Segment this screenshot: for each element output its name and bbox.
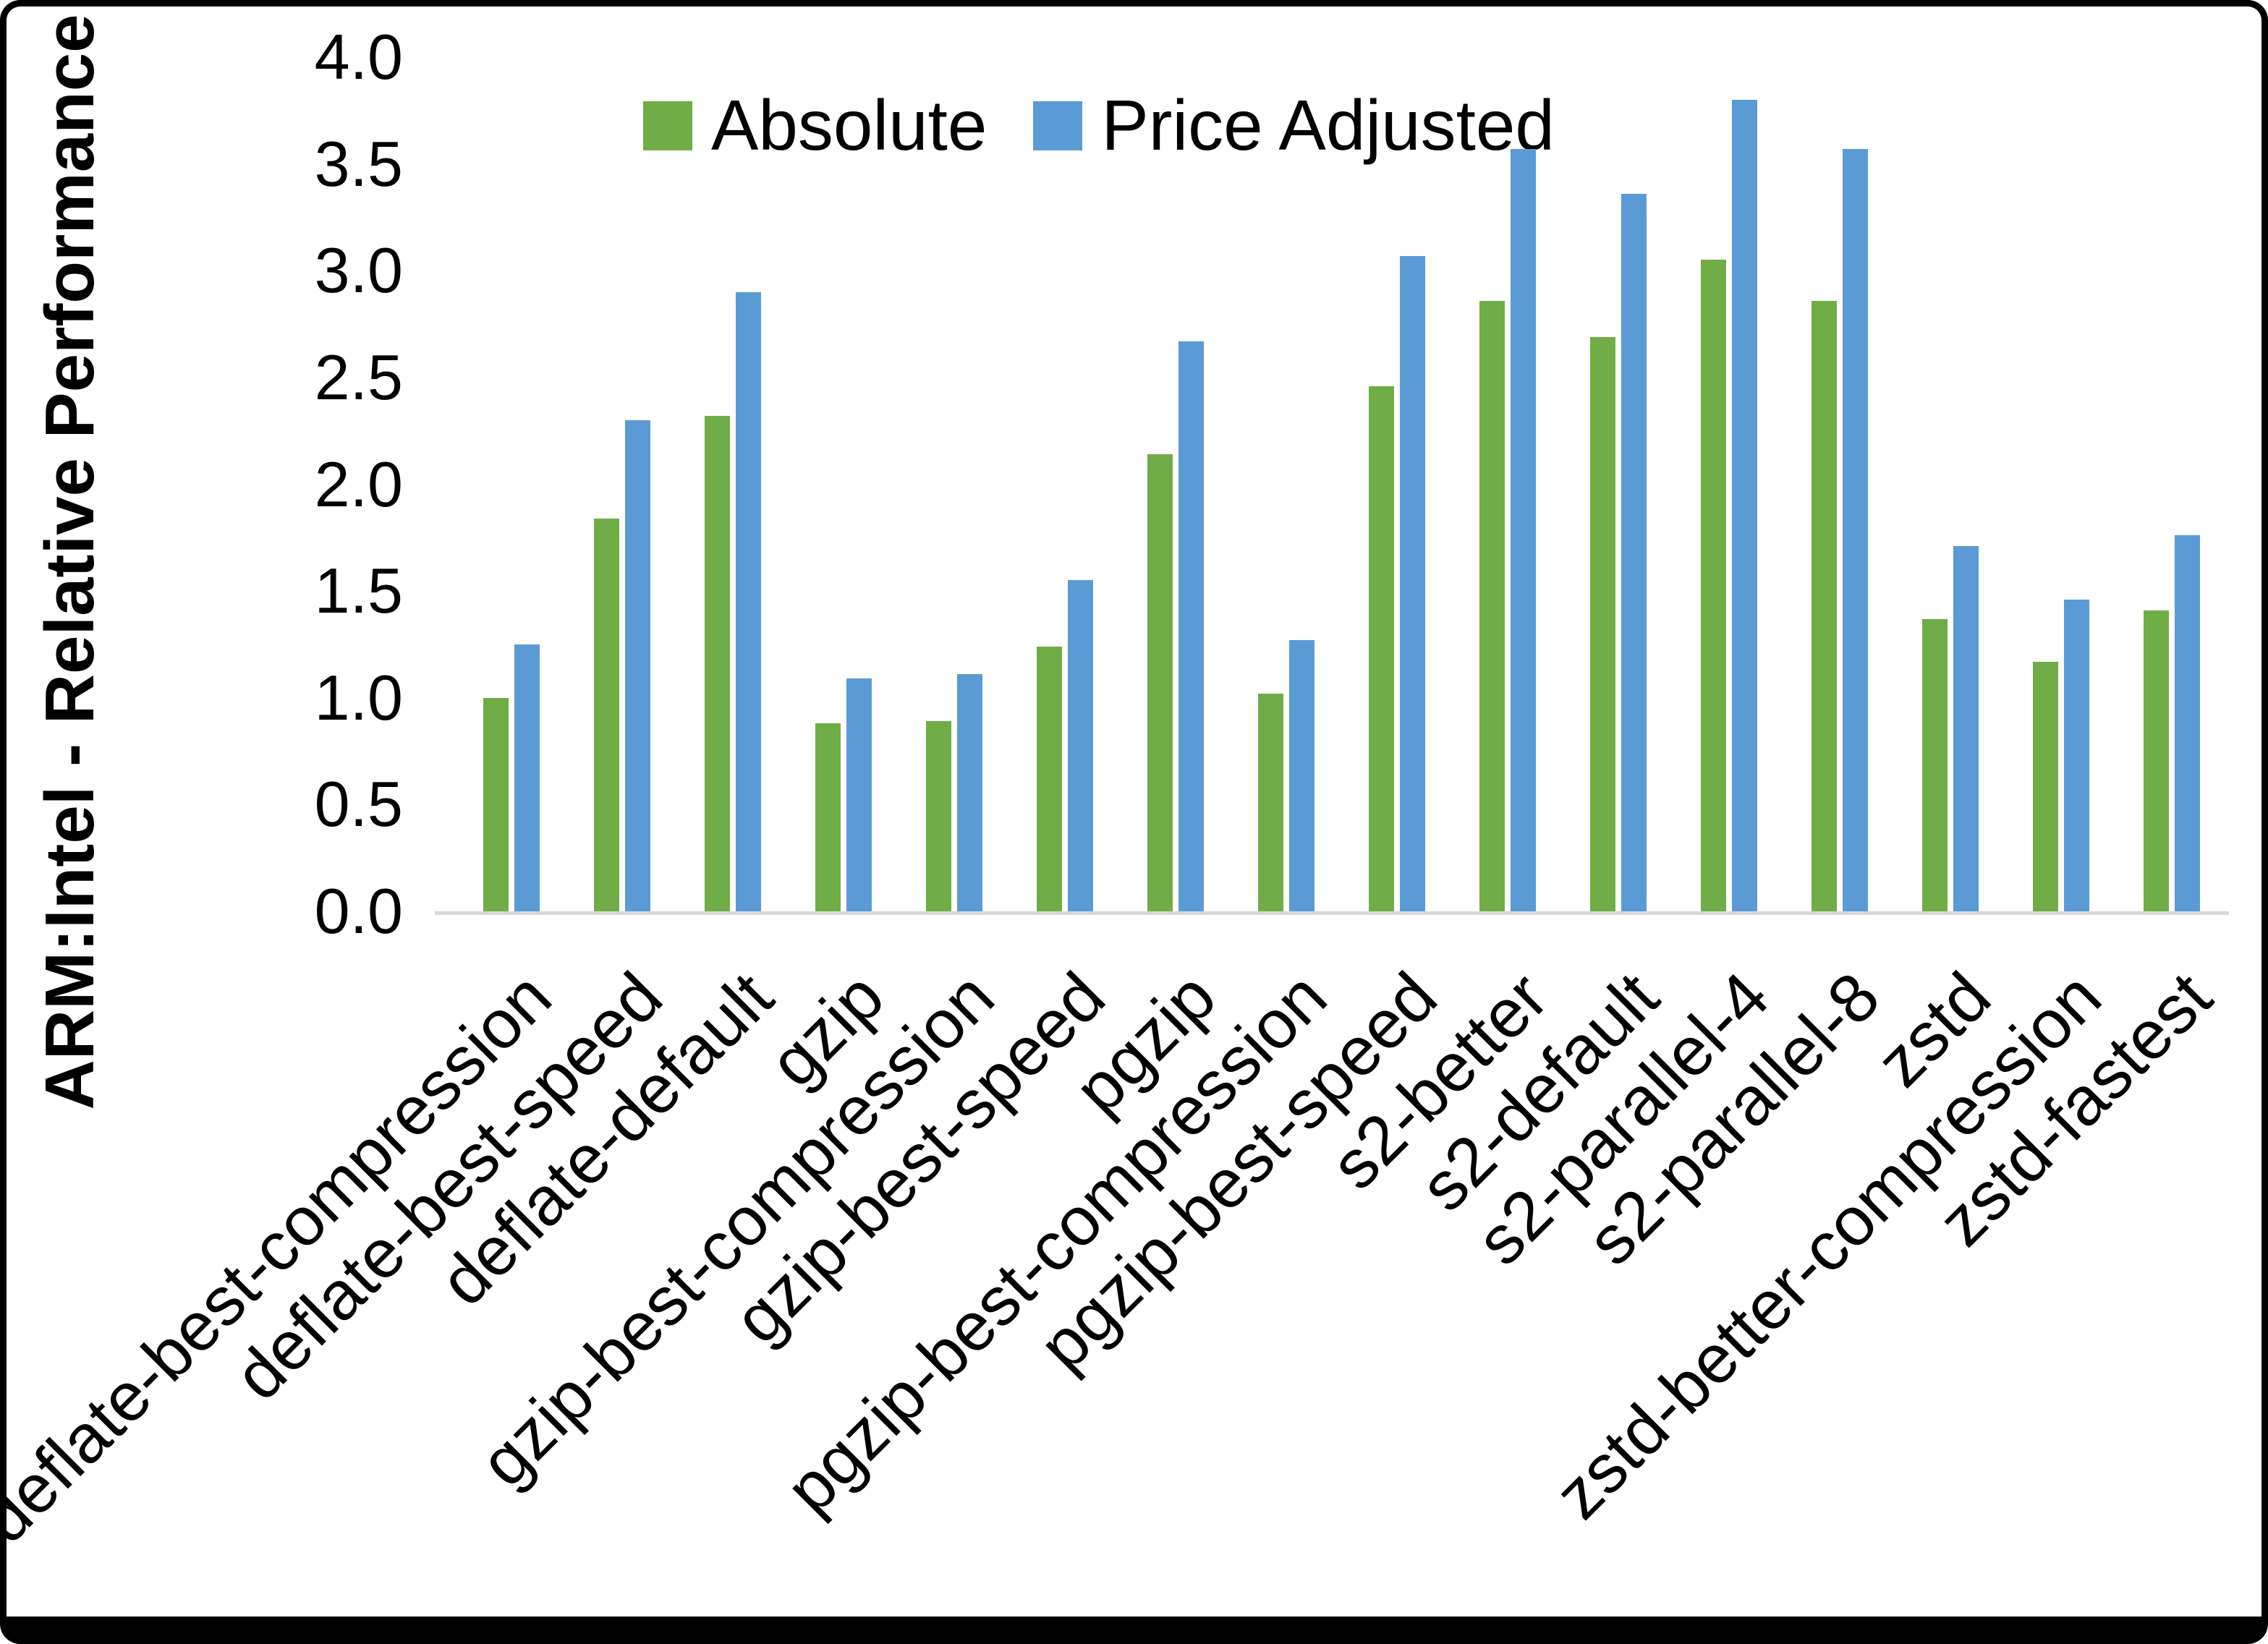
y-tick-label: 2.5 [314,341,403,413]
bar-group-deflate-best-speed [594,420,650,911]
bar-absolute-deflate-default [705,416,730,911]
bar-group-deflate-best-compression [483,644,540,911]
legend-item-absolute: Absolute [643,85,987,166]
bar-price-adjusted-s2-parallel-8 [1843,149,1868,911]
bar-price-adjusted-pgzip-best-speed [1400,256,1425,911]
bar-absolute-pgzip-best-speed [1369,386,1394,911]
legend-label: Absolute [711,85,988,165]
bar-group-gzip-best-compression [926,674,982,911]
bar-group-zstd [1922,546,1979,911]
bar-group-pgzip-best-compression [1258,640,1314,911]
y-tick-label: 2.0 [314,448,403,520]
bar-absolute-zstd-better-compression [2033,662,2058,911]
bar-absolute-deflate-best-speed [594,519,619,911]
bar-group-deflate-default [705,292,761,911]
bar-price-adjusted-gzip-best-compression [957,674,982,911]
bar-price-adjusted-zstd-fastest [2175,535,2200,911]
y-tick-label: 0.5 [314,768,403,840]
legend-swatch-icon [1033,101,1083,150]
bar-price-adjusted-s2-better [1511,149,1536,911]
bar-group-gzip [815,678,872,911]
bar-absolute-pgzip [1147,454,1173,911]
bar-group-zstd-fastest [2144,535,2200,911]
bar-absolute-gzip-best-speed [1037,647,1062,911]
bar-group-s2-better [1479,149,1536,911]
bar-price-adjusted-pgzip [1178,341,1204,911]
legend: Absolute Price Adjusted [643,85,1555,166]
bar-absolute-gzip [815,723,841,911]
bar-price-adjusted-deflate-default [736,292,761,911]
bar-absolute-deflate-best-compression [483,698,509,911]
bar-group-gzip-best-speed [1037,580,1093,911]
y-tick-label: 3.5 [314,127,403,200]
bar-price-adjusted-s2-parallel-4 [1732,100,1757,911]
bar-absolute-s2-better [1479,301,1505,911]
y-tick-label: 1.5 [314,555,403,627]
legend-item-price-adjusted: Price Adjusted [1033,85,1555,166]
chart-stage: ARM:Intel - Relative Performance Absolut… [7,7,2261,1617]
y-tick-label: 0.0 [314,875,403,947]
bar-group-s2-default [1590,194,1647,911]
bar-group-zstd-better-compression [2033,600,2089,911]
bar-price-adjusted-deflate-best-speed [625,420,650,911]
bar-group-pgzip [1147,341,1204,911]
y-axis-tick-labels: 0.0 0.5 1.0 1.5 2.0 2.5 3.0 3.5 4.0 [7,7,403,1019]
bar-group-s2-parallel-4 [1701,100,1757,911]
bar-absolute-zstd [1922,619,1948,911]
x-axis-category-labels: deflate-best-compression deflate-best-spe… [7,7,2261,1558]
bar-price-adjusted-zstd-better-compression [2064,600,2089,911]
bar-group-s2-parallel-8 [1812,149,1868,911]
bar-price-adjusted-gzip [846,678,872,911]
bar-price-adjusted-deflate-best-compression [514,644,540,911]
bar-absolute-s2-parallel-8 [1812,301,1837,911]
legend-swatch-icon [643,101,692,150]
y-tick-label: 4.0 [314,21,403,93]
bar-absolute-s2-parallel-4 [1701,260,1726,911]
y-tick-label: 3.0 [314,234,403,307]
bar-absolute-zstd-fastest [2144,610,2169,911]
y-tick-label: 1.0 [314,661,403,733]
bar-price-adjusted-gzip-best-speed [1068,580,1093,911]
legend-label: Price Adjusted [1101,85,1555,165]
bar-absolute-gzip-best-compression [926,721,951,911]
bar-price-adjusted-s2-default [1621,194,1647,911]
bar-absolute-s2-default [1590,337,1615,911]
bar-absolute-pgzip-best-compression [1258,694,1283,911]
plot-area [435,57,2229,915]
bar-price-adjusted-pgzip-best-compression [1289,640,1314,911]
bar-group-pgzip-best-speed [1369,256,1425,911]
bar-price-adjusted-zstd [1953,546,1979,911]
